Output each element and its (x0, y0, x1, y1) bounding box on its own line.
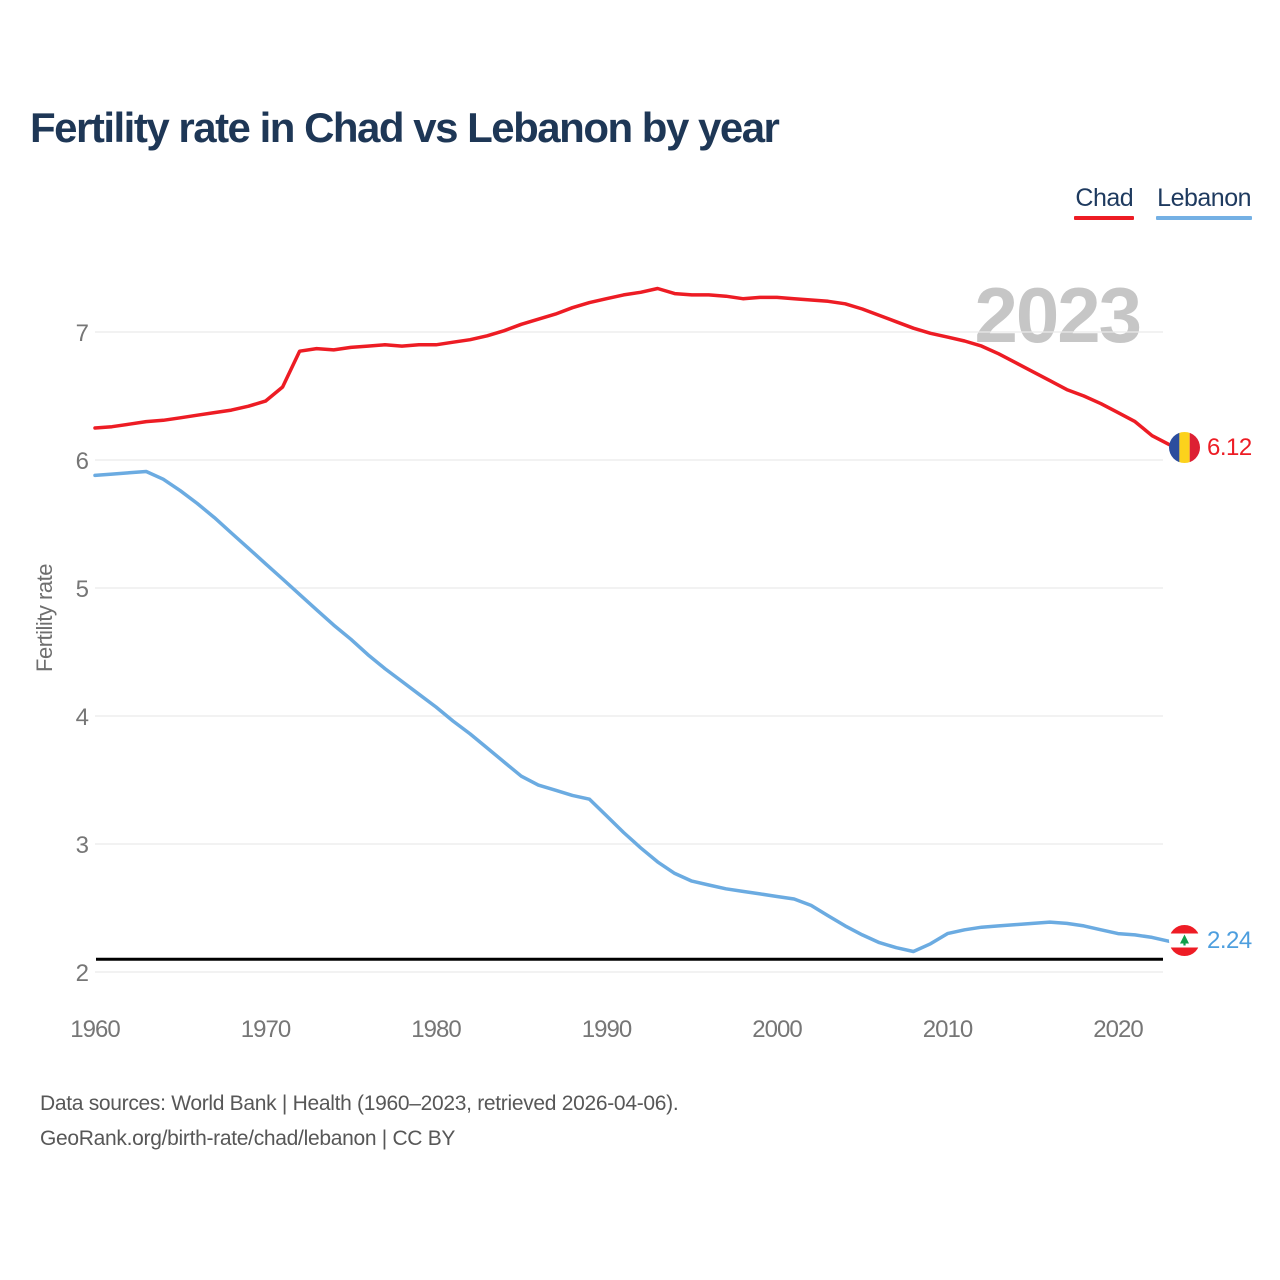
legend-label-lebanon: Lebanon (1157, 184, 1251, 212)
x-tick-label-1970: 1970 (240, 1016, 291, 1043)
legend-item-lebanon[interactable]: Lebanon (1156, 184, 1252, 220)
x-tick-label-2020: 2020 (1093, 1016, 1143, 1043)
x-tick-label-1960: 1960 (70, 1016, 120, 1043)
x-tick-label-2000: 2000 (752, 1016, 802, 1043)
y-tick-label-6: 6 (75, 448, 89, 475)
legend-swatch-lebanon (1156, 216, 1252, 220)
legend-label-chad: Chad (1075, 184, 1134, 212)
x-tick-label-2010: 2010 (922, 1016, 973, 1043)
series-line-chad (93, 286, 1171, 447)
legend-item-chad[interactable]: Chad (1074, 184, 1135, 220)
y-tick-label-2: 2 (75, 960, 89, 987)
year-watermark: 2023 (974, 271, 1142, 359)
y-tick-label-4: 4 (75, 704, 89, 731)
chad-end-value: 6.12 (1207, 433, 1252, 461)
series-line-lebanon (93, 469, 1171, 954)
chad-flag-icon (1169, 432, 1200, 463)
lebanon-end-value: 2.24 (1207, 926, 1252, 954)
chart-title: Fertility rate in Chad vs Lebanon by yea… (30, 104, 780, 151)
y-tick-label-7: 7 (75, 320, 89, 347)
footer-attribution: GeoRank.org/birth-rate/chad/lebanon | CC… (40, 1127, 456, 1150)
legend-swatch-chad (1074, 216, 1135, 220)
lebanon-flag-icon (1169, 925, 1200, 956)
end-label-chad: 6.12 (1169, 432, 1252, 463)
end-label-lebanon: 2.24 (1169, 925, 1252, 956)
y-tick-label-5: 5 (75, 576, 89, 603)
x-tick-label-1990: 1990 (581, 1016, 632, 1043)
footer-sources: Data sources: World Bank | Health (1960–… (40, 1092, 679, 1115)
legend: Chad Lebanon (1074, 184, 1252, 220)
y-tick-label-3: 3 (75, 832, 89, 859)
x-tick-label-1980: 1980 (411, 1016, 461, 1043)
